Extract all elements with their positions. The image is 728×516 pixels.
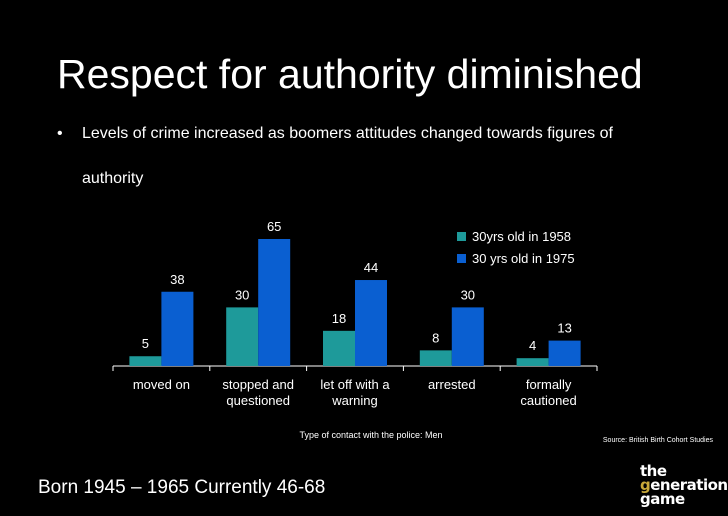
bar-1975 xyxy=(258,239,291,366)
bar-1958 xyxy=(516,358,549,366)
bar-1958 xyxy=(226,307,259,366)
bar-1975 xyxy=(161,291,194,366)
slide-title: Respect for authority diminished xyxy=(57,51,643,97)
data-label: 30 xyxy=(461,287,475,302)
bullet-line-1: Levels of crime increased as boomers att… xyxy=(82,125,613,142)
logo-line-3: game xyxy=(640,490,685,508)
category-label: cautioned xyxy=(520,393,576,408)
data-label: 8 xyxy=(432,330,439,345)
category-label: questioned xyxy=(226,393,290,408)
category-label: formally xyxy=(526,377,572,392)
data-label: 44 xyxy=(364,260,378,275)
x-axis-title: Type of contact with the police: Men xyxy=(299,430,442,440)
bar-1958 xyxy=(323,330,355,366)
footer-birth-years: Born 1945 – 1965 Currently 46-68 xyxy=(38,477,326,498)
category-label: arrested xyxy=(428,377,476,392)
data-label: 4 xyxy=(529,338,536,353)
logo-line-2: generations xyxy=(640,476,728,494)
legend-entry: 30 yrs old in 1975 xyxy=(472,251,575,266)
logo-line-1: the xyxy=(640,462,667,480)
data-label: 13 xyxy=(557,321,571,336)
bullet-line-2: authority xyxy=(82,170,144,187)
bar-1958 xyxy=(419,350,452,366)
bar-1975 xyxy=(355,280,387,366)
bar-1958 xyxy=(129,356,162,366)
logo-line-2-rest: enerations xyxy=(650,476,728,494)
category-label: moved on xyxy=(133,377,190,392)
category-label: warning xyxy=(331,393,378,408)
legend-swatch xyxy=(457,254,466,263)
data-label: 38 xyxy=(170,272,184,287)
bar-1975 xyxy=(548,340,581,366)
bullet-marker: • xyxy=(57,125,63,142)
data-label: 65 xyxy=(267,219,281,234)
source-note: Source: British Birth Cohort Studies xyxy=(603,437,714,444)
category-label: let off with a xyxy=(320,377,390,392)
bar-1975 xyxy=(451,307,484,366)
generations-game-logo: the generations game xyxy=(640,462,728,510)
legend-swatch xyxy=(457,232,466,241)
data-label: 18 xyxy=(332,311,346,326)
data-label: 5 xyxy=(142,336,149,351)
bullet-text: Levels of crime increased as boomers att… xyxy=(82,125,682,188)
logo-initial: g xyxy=(640,476,651,494)
legend-entry: 30yrs old in 1958 xyxy=(472,229,571,244)
category-label: stopped and xyxy=(222,377,294,392)
data-label: 30 xyxy=(235,287,249,302)
